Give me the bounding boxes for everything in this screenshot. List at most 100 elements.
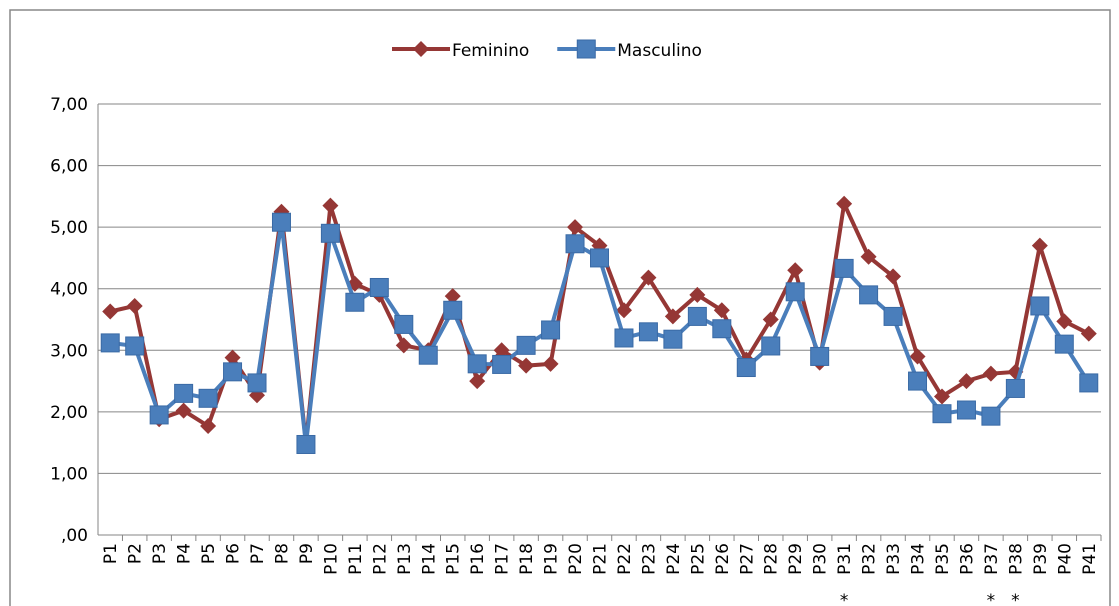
data-point [320, 223, 340, 243]
data-point [369, 277, 389, 297]
x-tick-label: P27 [737, 543, 757, 575]
x-tick-label: P26 [713, 543, 733, 575]
x-tick-label: P14 [419, 543, 439, 575]
x-tick-label: P24 [664, 543, 684, 575]
data-point [1080, 325, 1097, 342]
data-point [296, 434, 316, 454]
data-point [271, 212, 291, 232]
x-tick-label: P6 [224, 543, 244, 564]
legend-label: Feminino [452, 41, 529, 61]
x-tick-label: P40 [1055, 543, 1075, 575]
data-point [663, 329, 683, 349]
x-tick-label: P1 [101, 543, 121, 564]
y-tick-label: 5,00 [50, 218, 88, 238]
data-point [981, 406, 1001, 426]
data-point [713, 302, 730, 319]
x-tick-label: P13 [395, 543, 415, 575]
x-tick-label: P20 [566, 543, 586, 575]
data-point [174, 383, 194, 403]
data-point [469, 373, 486, 390]
x-tick-label: P4 [175, 543, 195, 564]
data-point [102, 303, 119, 320]
data-point [885, 268, 902, 285]
x-tick-label: P37 [982, 543, 1002, 575]
data-point [565, 234, 585, 254]
data-point [467, 354, 487, 374]
data-point [247, 373, 267, 393]
y-tick-label: ,00 [61, 526, 88, 546]
x-tick-label: P32 [860, 543, 880, 575]
x-tick-label: P25 [688, 543, 708, 575]
data-point [493, 342, 510, 359]
y-tick-label: 3,00 [50, 341, 88, 361]
data-point [932, 404, 952, 424]
data-point [614, 328, 634, 348]
x-tick-label: P7 [248, 543, 268, 564]
data-point [785, 282, 805, 302]
x-tick-label: P17 [493, 543, 513, 575]
data-point [956, 400, 976, 420]
x-tick-label: P33 [884, 543, 904, 575]
x-tick-label: P31 [835, 543, 855, 575]
data-point [908, 371, 928, 391]
x-tick-label: P9 [297, 543, 317, 564]
x-tick-label: P35 [933, 543, 953, 575]
data-point [883, 306, 903, 326]
data-point [1030, 296, 1050, 316]
x-tick-label: P2 [126, 543, 146, 564]
data-point [1079, 373, 1099, 393]
data-point [541, 320, 561, 340]
category-note: * [987, 591, 996, 606]
data-point [638, 322, 658, 342]
data-point [345, 292, 365, 312]
data-point [640, 269, 657, 286]
data-point [982, 365, 999, 382]
x-tick-label: P12 [370, 543, 390, 575]
y-tick-label: 4,00 [50, 280, 88, 300]
x-tick-label: P22 [615, 543, 635, 575]
data-point [444, 288, 461, 305]
y-tick-label: 6,00 [50, 157, 88, 177]
data-point [909, 348, 926, 365]
x-tick-label: P15 [444, 543, 464, 575]
data-point [933, 388, 950, 405]
data-point [175, 402, 192, 419]
data-point [836, 195, 853, 212]
x-tick-label: P38 [1006, 543, 1026, 575]
data-point [492, 354, 512, 374]
data-point [223, 362, 243, 382]
data-point [126, 297, 143, 314]
data-point [394, 314, 414, 334]
data-point [443, 300, 463, 320]
data-point [664, 308, 681, 325]
x-tick-label: P23 [639, 543, 659, 575]
data-point [516, 335, 536, 355]
x-tick-label: P30 [811, 543, 831, 575]
legend-label: Masculino [617, 41, 702, 61]
data-point [834, 258, 854, 278]
data-point [200, 418, 217, 435]
data-point [224, 349, 241, 366]
data-point [198, 388, 218, 408]
y-tick-label: 2,00 [50, 403, 88, 423]
data-point [149, 405, 169, 425]
x-tick-label: P5 [199, 543, 219, 564]
data-point [590, 248, 609, 268]
data-point [1031, 237, 1048, 254]
data-point [687, 306, 707, 326]
data-point [518, 357, 535, 374]
data-point [860, 248, 877, 265]
x-tick-label: P19 [542, 543, 562, 575]
y-tick-label: 7,00 [50, 95, 88, 115]
data-point [542, 355, 559, 372]
x-tick-label: P36 [957, 543, 977, 575]
x-tick-label: P3 [150, 543, 170, 564]
x-tick-label: P34 [909, 543, 929, 575]
data-point [1005, 378, 1025, 398]
data-point [958, 373, 975, 390]
data-point [787, 262, 804, 279]
category-note: * [840, 591, 849, 606]
x-tick-label: P21 [591, 543, 611, 575]
x-tick-label: P41 [1080, 543, 1100, 575]
